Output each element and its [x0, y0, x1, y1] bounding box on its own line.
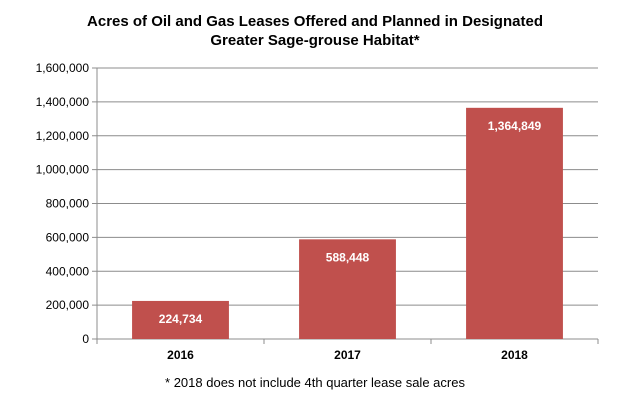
bar-2017: [299, 239, 396, 339]
x-tick-label-2018: 2018: [501, 348, 528, 362]
data-label-2016: 224,734: [159, 312, 203, 326]
y-tick-label: 1,200,000: [36, 129, 90, 143]
y-tick-label: 0: [82, 332, 89, 346]
y-tick-label: 1,000,000: [36, 163, 90, 177]
bar-2016: [132, 300, 229, 339]
y-tick-label: 1,400,000: [36, 95, 90, 109]
y-tick-label: 400,000: [46, 264, 90, 278]
chart-footnote: * 2018 does not include 4th quarter leas…: [165, 375, 465, 390]
data-label-2018: 1,364,849: [488, 119, 542, 133]
chart-title-line-1: Acres of Oil and Gas Leases Offered and …: [87, 13, 543, 30]
y-tick-label: 800,000: [46, 197, 90, 211]
x-tick-label-2016: 2016: [167, 348, 194, 362]
x-tick-label-2017: 2017: [334, 348, 361, 362]
y-tick-label: 1,600,000: [36, 61, 90, 75]
chart-title-line-2: Greater Sage-grouse Habitat*: [210, 32, 420, 49]
chart-title: Acres of Oil and Gas Leases Offered and …: [0, 12, 630, 50]
y-tick-label: 200,000: [46, 298, 90, 312]
y-tick-label: 600,000: [46, 230, 90, 244]
bar-2018: [466, 107, 563, 339]
data-label-2017: 588,448: [326, 250, 370, 264]
